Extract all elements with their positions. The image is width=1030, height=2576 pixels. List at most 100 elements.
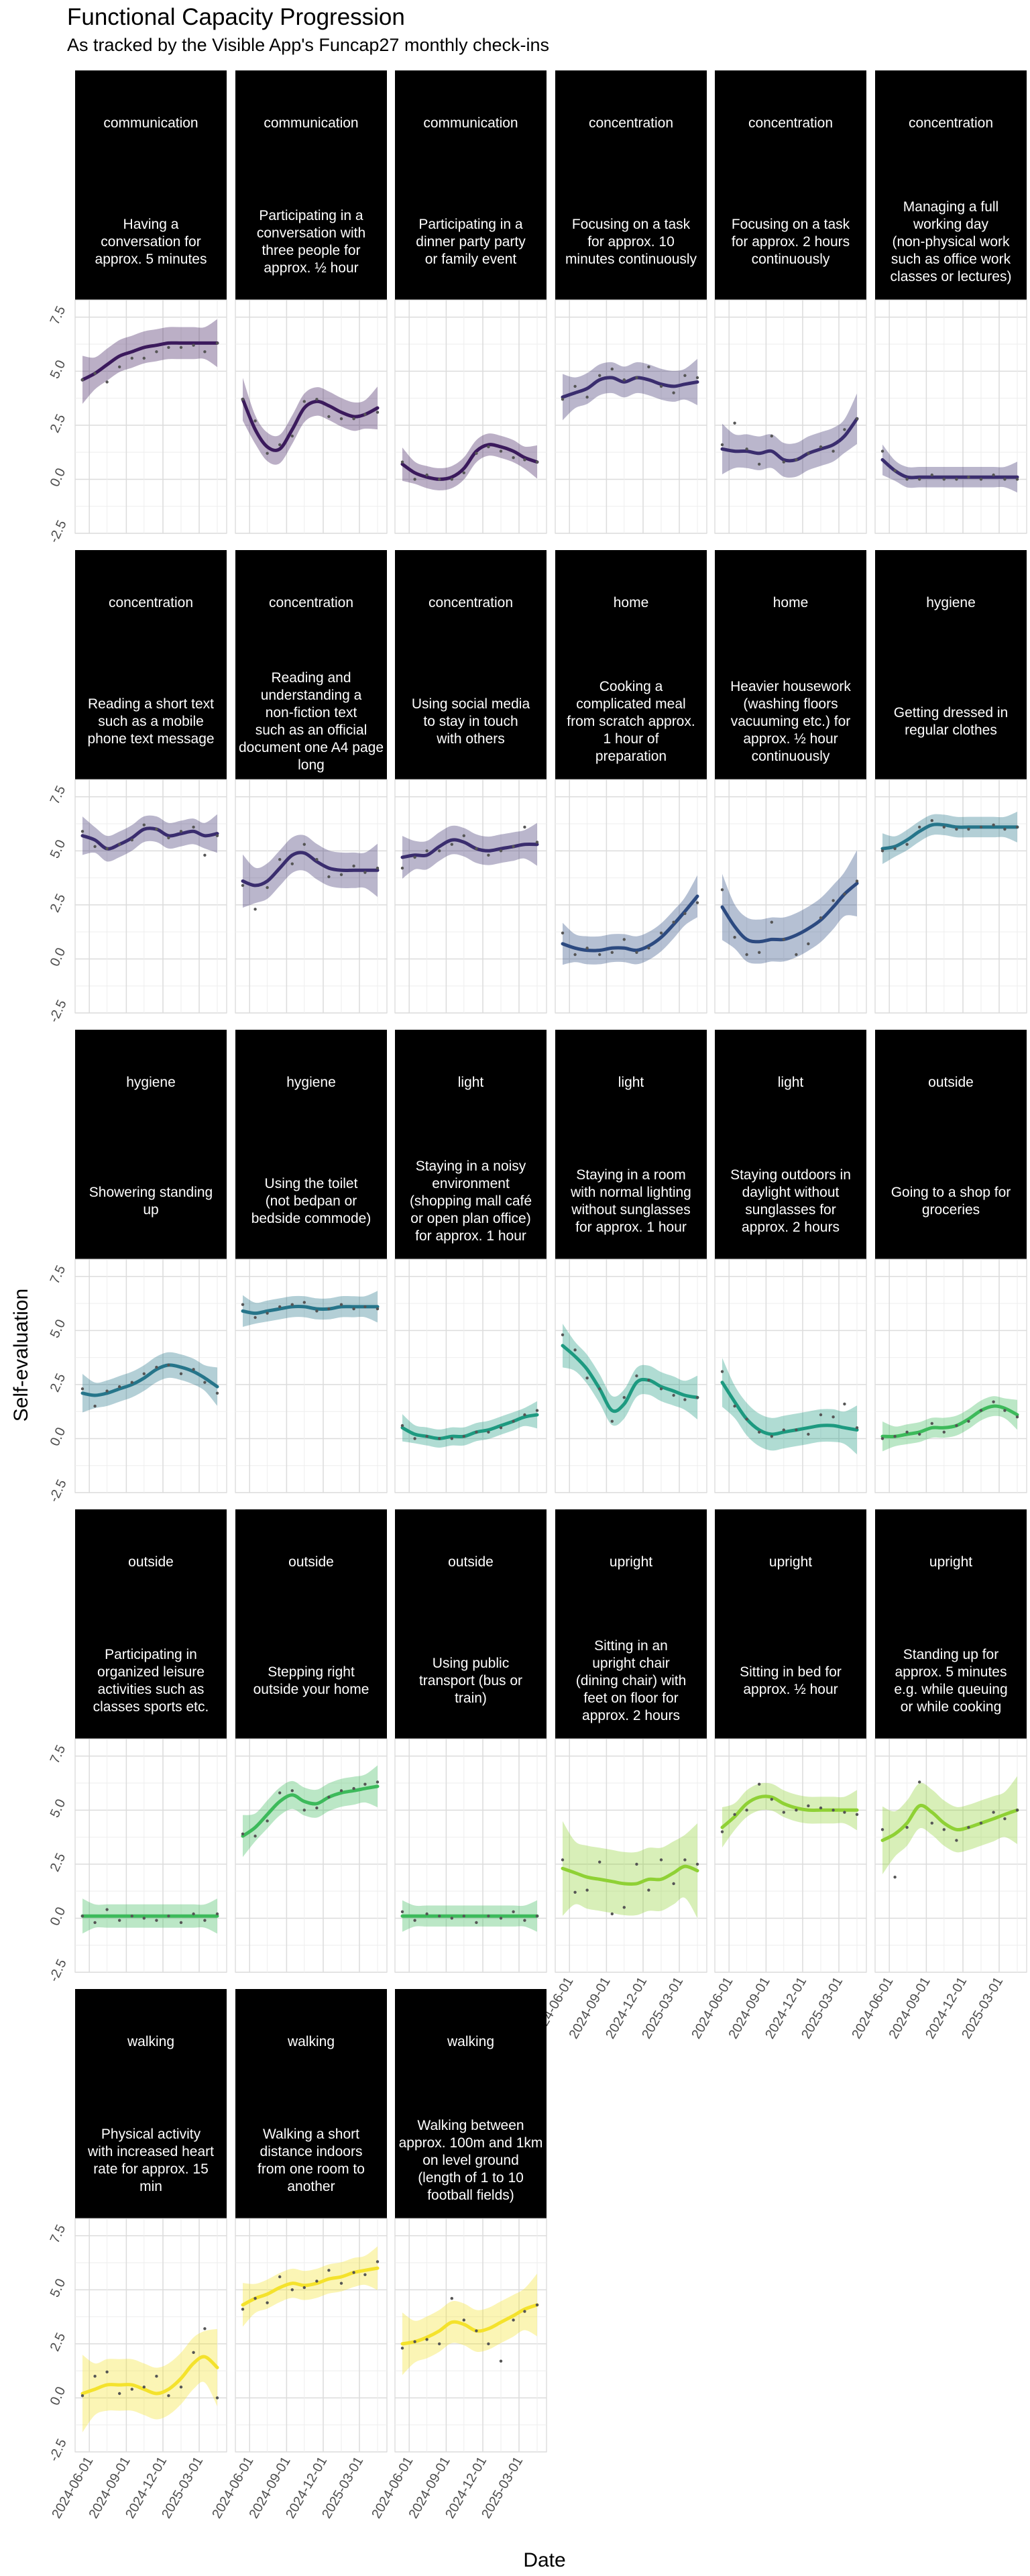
data-point <box>253 419 257 423</box>
data-point <box>523 825 526 829</box>
series-line <box>80 1363 219 1397</box>
facet-category-label: light <box>778 1075 804 1090</box>
data-point <box>807 451 810 455</box>
data-point <box>1015 825 1019 829</box>
data-point <box>327 1795 331 1799</box>
plot-area <box>235 1738 388 1973</box>
data-point <box>819 1413 823 1417</box>
data-point <box>942 825 946 829</box>
facet-panel: communication Participating in a conversat… <box>235 70 388 534</box>
data-point <box>695 1862 699 1866</box>
data-point <box>192 343 195 347</box>
data-point <box>118 1385 121 1389</box>
data-point <box>647 365 650 369</box>
data-point <box>155 827 158 831</box>
data-point <box>179 2385 183 2389</box>
series-line <box>241 1784 380 1838</box>
data-point <box>192 2351 195 2354</box>
facet-category-label: hygiene <box>126 1075 176 1090</box>
facet-category-label: upright <box>769 1554 812 1570</box>
y-tick-label: 7.5 <box>48 2222 69 2246</box>
data-point <box>758 951 761 954</box>
data-point <box>266 1311 269 1315</box>
data-point <box>179 345 183 350</box>
data-point <box>855 1813 859 1816</box>
facet-panel: hygiene Showering standing up -2.5 0.0 2.5 5.0… <box>46 1030 227 1505</box>
data-point <box>438 2342 441 2346</box>
facet-category-label: upright <box>610 1554 652 1570</box>
facet-strip <box>875 70 1027 300</box>
data-point <box>352 864 355 868</box>
data-point <box>561 931 565 934</box>
plot-area <box>394 1258 547 1493</box>
data-point <box>462 471 465 474</box>
data-point <box>880 849 884 853</box>
data-point <box>672 920 675 924</box>
facet-panel: communication Having a conversation for app… <box>46 70 227 545</box>
data-point <box>130 1381 133 1384</box>
data-point <box>720 443 724 447</box>
facet-strip <box>75 1030 227 1259</box>
data-point <box>363 413 367 416</box>
facet-strip <box>75 1989 227 2218</box>
facet-category-label: outside <box>928 1075 974 1090</box>
data-point <box>179 1921 183 1925</box>
data-point <box>1003 1817 1007 1821</box>
data-point <box>179 830 183 833</box>
y-tick-label: 5.0 <box>48 1797 69 1821</box>
data-point <box>683 374 687 377</box>
series-line <box>561 1344 699 1413</box>
facet-item-label: Sitting in bed for approx. ½ hour <box>740 1664 842 1697</box>
data-point <box>905 843 909 846</box>
y-tick-label: 2.5 <box>48 892 69 915</box>
series-line <box>720 881 859 944</box>
data-point <box>918 1432 921 1436</box>
facet-panel: concentration Focusing on a task for appro… <box>555 70 707 534</box>
data-point <box>758 1782 761 1786</box>
data-point <box>955 478 958 481</box>
data-point <box>105 847 109 851</box>
data-point <box>215 2396 219 2400</box>
chart-title: Functional Capacity Progression <box>67 4 405 30</box>
facet-item-label: Sitting in an upright chair (dining chair)… <box>576 1638 687 1723</box>
facet-category-label: concentration <box>909 115 993 131</box>
facet-category-label: light <box>618 1075 644 1090</box>
data-point <box>327 415 331 419</box>
data-point <box>585 1888 589 1892</box>
data-point <box>192 1912 195 1916</box>
data-point <box>598 953 602 957</box>
facet-item-label: Walking between approx. 100m and 1km on le… <box>399 2118 543 2203</box>
data-point <box>622 378 626 382</box>
data-point <box>843 892 846 896</box>
plot-area <box>74 2218 227 2453</box>
data-point <box>855 417 859 421</box>
series-line <box>880 822 1019 851</box>
data-point <box>512 2318 515 2322</box>
facet-strip <box>75 70 227 300</box>
confidence-band <box>243 2246 378 2327</box>
facet-panel: concentration Reading a short text such as… <box>46 550 227 1025</box>
facet-item-label: Going to a shop for groceries <box>891 1185 1011 1218</box>
data-point <box>80 1915 84 1918</box>
facet-item-label: Using public transport (bus or train) <box>419 1656 522 1706</box>
data-point <box>535 2303 539 2307</box>
facet-item-label: Participating in a dinner party party or f… <box>416 217 526 267</box>
facet-strip <box>715 1509 866 1739</box>
data-point <box>462 1435 465 1438</box>
data-point <box>967 476 970 479</box>
data-point <box>363 871 367 874</box>
confidence-band <box>722 1358 857 1454</box>
data-point <box>167 1915 170 1918</box>
plot-area <box>874 1738 1027 1973</box>
data-point <box>843 428 846 431</box>
data-point <box>770 920 774 924</box>
series-line <box>880 1404 1019 1438</box>
data-point <box>376 1307 380 1311</box>
data-point <box>695 901 699 904</box>
facet-category-label: concentration <box>109 595 193 610</box>
y-tick-label: 7.5 <box>48 304 69 327</box>
confidence-band <box>402 1401 537 1448</box>
data-point <box>499 449 503 453</box>
series-line <box>80 341 219 382</box>
